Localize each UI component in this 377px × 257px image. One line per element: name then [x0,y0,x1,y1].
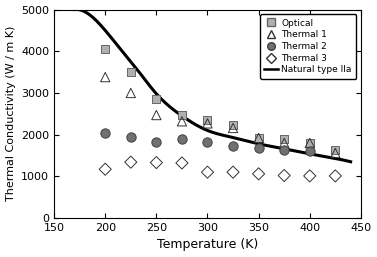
Point [332,174,338,178]
Point [179,113,185,117]
Point [281,141,287,145]
Point [230,144,236,148]
Point [307,174,313,178]
Point [128,91,134,95]
Point [230,126,236,130]
Point [102,75,108,79]
Point [204,140,210,144]
Point [307,149,313,153]
Point [256,136,262,140]
Y-axis label: Thermal Conductivity (W / m K): Thermal Conductivity (W / m K) [6,26,15,201]
Point [307,141,313,145]
Point [179,137,185,141]
Point [256,136,262,140]
Point [179,161,185,165]
Legend: Optical, Thermal 1, Thermal 2, Thermal 3, Natural type IIa: Optical, Thermal 1, Thermal 2, Thermal 3… [260,14,356,79]
Point [153,97,159,101]
Point [281,173,287,178]
Point [128,160,134,164]
X-axis label: Temperature (K): Temperature (K) [157,238,258,251]
Point [153,113,159,117]
Point [102,131,108,135]
Point [204,121,210,125]
Point [230,123,236,127]
Point [204,118,210,122]
Point [307,141,313,145]
Point [179,119,185,123]
Point [128,70,134,74]
Point [332,149,338,153]
Point [256,146,262,150]
Point [128,135,134,139]
Point [332,151,338,155]
Point [102,47,108,51]
Point [153,140,159,144]
Point [204,170,210,174]
Point [230,170,236,174]
Point [281,149,287,153]
Point [102,167,108,171]
Point [256,172,262,176]
Point [153,161,159,165]
Point [281,137,287,141]
